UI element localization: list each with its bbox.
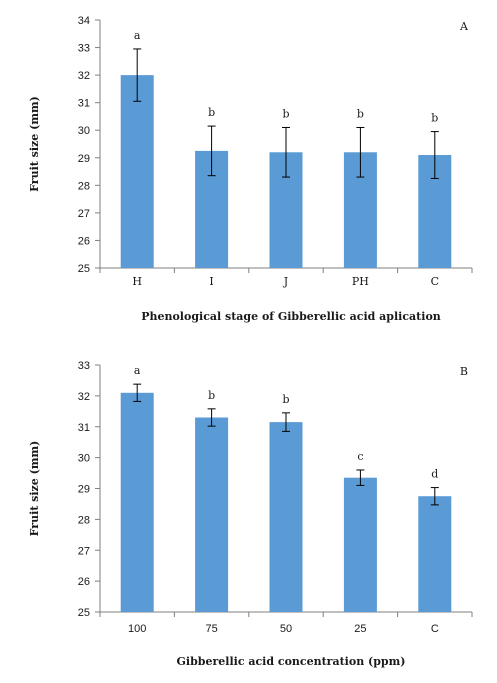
x-axis-title: Phenological stage of Gibberellic acid a… <box>141 310 441 323</box>
y-tick-label: 27 <box>78 208 90 220</box>
y-tick-label: 31 <box>78 422 90 434</box>
bar <box>120 392 154 612</box>
significance-letter: b <box>282 107 289 120</box>
chart-a: 25 26 27 28 29 30 31 32 33 34 a Hb Ib Jb PH b C Fruit siz… <box>28 15 473 323</box>
y-tick-label: 32 <box>78 391 90 403</box>
bar <box>195 417 229 612</box>
y-tick-label: 33 <box>78 360 90 372</box>
bar <box>343 477 377 612</box>
panel-label: B <box>460 365 468 378</box>
y-tick-label: 31 <box>78 98 90 110</box>
y-axis-title: Fruit size (mm) <box>28 96 41 192</box>
x-tick-label: J <box>283 275 288 288</box>
bar <box>120 75 154 268</box>
significance-letter: b <box>208 106 215 119</box>
y-axis-title: Fruit size (mm) <box>28 441 41 537</box>
y-tick-label: 34 <box>78 15 90 27</box>
y-tick-label: 26 <box>78 576 90 588</box>
significance-letter: a <box>134 364 141 377</box>
x-tick-label: H <box>132 275 142 288</box>
x-tick-label: 50 <box>280 623 292 635</box>
y-tick-label: 29 <box>78 484 90 496</box>
y-tick-label: 27 <box>78 545 90 557</box>
y-tick-label: 26 <box>78 235 90 247</box>
significance-letter: b <box>208 389 215 402</box>
y-tick-label: 25 <box>78 607 90 619</box>
y-tick-label: 30 <box>78 125 90 137</box>
x-tick-label: 75 <box>205 623 217 635</box>
y-tick-label: 28 <box>78 514 90 526</box>
significance-letter: a <box>134 29 141 42</box>
significance-letter: c <box>357 450 363 463</box>
y-tick-label: 33 <box>78 43 90 55</box>
x-tick-label: C <box>431 623 439 635</box>
y-tick-label: 29 <box>78 153 90 165</box>
x-tick-label: PH <box>352 275 369 288</box>
y-tick-label: 25 <box>78 263 90 275</box>
bar <box>418 496 452 612</box>
bar <box>269 422 303 612</box>
x-tick-label: 100 <box>128 623 146 635</box>
x-axis-title: Gibberellic acid concentration (ppm) <box>177 655 406 668</box>
significance-letter: d <box>431 468 438 481</box>
significance-letter: b <box>431 112 438 125</box>
chart-b: 25 26 27 28 29 30 31 32 33 a 100 b 75 b 50 c 25 d C Fruit s… <box>28 360 473 668</box>
significance-letter: b <box>282 393 289 406</box>
y-tick-label: 32 <box>78 70 90 82</box>
panel-label: A <box>459 20 469 33</box>
y-tick-label: 28 <box>78 180 90 192</box>
x-tick-label: C <box>431 275 439 288</box>
significance-letter: b <box>357 107 364 120</box>
x-tick-label: I <box>209 275 213 288</box>
y-tick-label: 30 <box>78 453 90 465</box>
x-tick-label: 25 <box>354 623 366 635</box>
